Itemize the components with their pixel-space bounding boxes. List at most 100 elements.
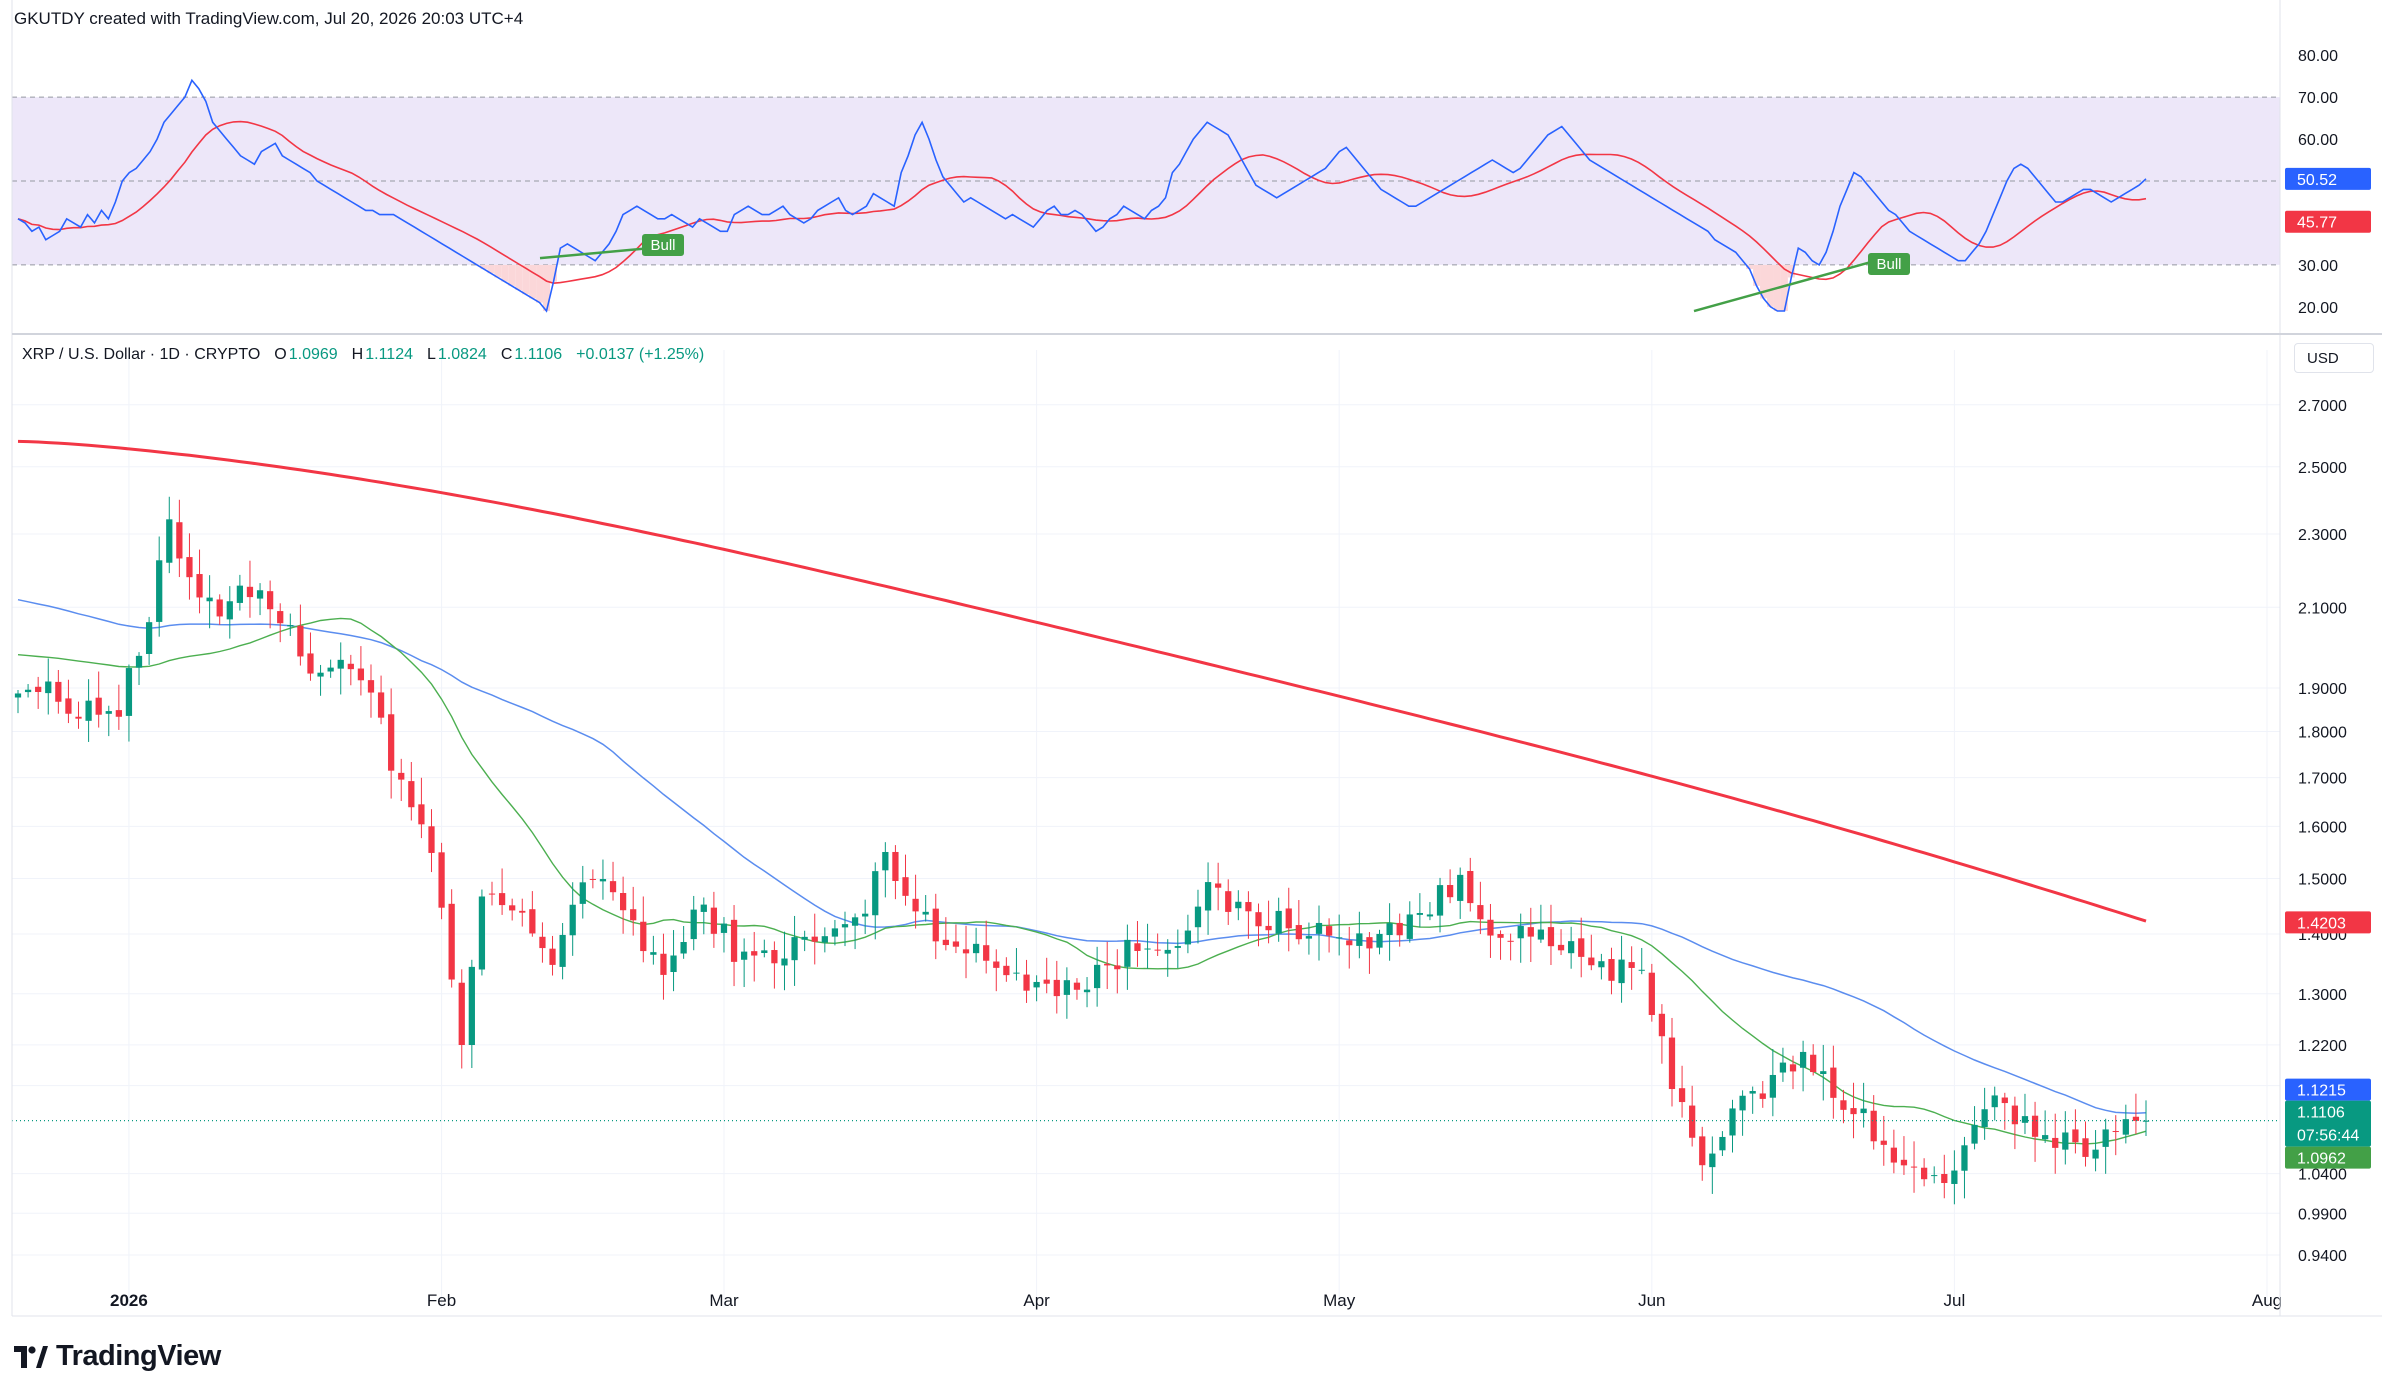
- candle: [892, 845, 899, 900]
- candle: [1678, 1065, 1686, 1118]
- candle: [317, 664, 324, 696]
- candle: [377, 675, 385, 725]
- candle-body: [2092, 1149, 2099, 1159]
- candle-body: [751, 951, 758, 956]
- rsi-line: [17, 78, 2147, 313]
- candle-body: [1023, 974, 1030, 991]
- candle: [942, 917, 949, 951]
- candle-body: [962, 949, 970, 954]
- candle: [2142, 1100, 2150, 1137]
- candle-body: [922, 911, 929, 915]
- candle-body: [135, 655, 143, 668]
- candle-body: [1668, 1037, 1676, 1090]
- candle: [902, 854, 909, 906]
- candle: [1910, 1141, 1918, 1193]
- candle-body: [630, 909, 637, 921]
- candle-body: [1013, 972, 1020, 974]
- candle: [2082, 1121, 2089, 1167]
- candle: [1457, 867, 1464, 919]
- open-label: O: [274, 346, 287, 363]
- candle-body: [357, 668, 365, 681]
- currency-selector[interactable]: USD: [2294, 343, 2374, 373]
- candle-body: [509, 905, 516, 911]
- candle: [398, 758, 405, 801]
- candle: [246, 560, 254, 618]
- candle: [438, 842, 445, 920]
- candle-body: [841, 924, 849, 928]
- rsi-tick-label: 70.00: [2298, 90, 2338, 107]
- candle-body: [1275, 910, 1282, 934]
- candle-body: [85, 700, 92, 721]
- candle-body: [1648, 972, 1655, 1016]
- candle: [1144, 923, 1151, 969]
- candle-body: [2112, 1131, 2119, 1133]
- candle-body: [45, 681, 52, 694]
- tradingview-logo[interactable]: TradingView: [14, 1340, 221, 1373]
- candle: [690, 895, 697, 951]
- candle-body: [761, 950, 768, 954]
- candle: [509, 898, 516, 921]
- candle-body: [700, 904, 707, 912]
- candle: [85, 679, 92, 742]
- candle-body: [206, 597, 213, 602]
- rsi-tick-label: 30.00: [2298, 258, 2338, 275]
- candle-body: [65, 698, 72, 714]
- candle-body: [690, 909, 697, 940]
- candle-body: [1739, 1095, 1746, 1111]
- candle: [2112, 1115, 2119, 1156]
- rsi-tick-label: 20.00: [2298, 300, 2338, 317]
- candle-body: [1598, 961, 1605, 968]
- candle-body: [519, 910, 526, 913]
- candle: [670, 930, 677, 992]
- candle: [1719, 1131, 1726, 1156]
- candle-body: [872, 871, 879, 916]
- rsi-oversold-fill: [550, 264, 557, 282]
- candle-body: [1215, 883, 1222, 888]
- candle: [831, 919, 839, 946]
- candle-body: [1235, 901, 1242, 909]
- candle: [216, 594, 223, 625]
- candle: [1265, 900, 1272, 944]
- candle: [932, 893, 939, 960]
- rsi-ma-last-badge-text: 45.77: [2297, 215, 2337, 232]
- candle: [1406, 901, 1413, 943]
- candle-body: [216, 599, 223, 617]
- candle-body: [599, 879, 607, 882]
- time-tick-label: May: [1323, 1291, 1356, 1310]
- candle-body: [488, 893, 496, 895]
- rsi-oversold-fill: [480, 264, 488, 270]
- candle-body: [1477, 905, 1484, 920]
- candle: [1618, 935, 1625, 1003]
- open-value: 1.0969: [288, 346, 338, 363]
- candle-body: [741, 951, 748, 960]
- candle-body: [115, 710, 122, 717]
- candle-body: [1981, 1109, 1988, 1128]
- candle-body: [256, 590, 264, 599]
- candle: [1537, 904, 1545, 943]
- candle-body: [640, 921, 647, 952]
- rsi-oversold-fill: [536, 264, 544, 303]
- candle: [468, 959, 475, 1069]
- candle: [1648, 963, 1655, 1022]
- candle: [1709, 1136, 1716, 1194]
- candle: [529, 891, 536, 937]
- candle-body: [983, 945, 990, 961]
- candle: [801, 930, 808, 952]
- candle-body: [1840, 1100, 1847, 1110]
- candle: [1658, 1004, 1666, 1064]
- candle-body: [267, 591, 274, 610]
- candle: [650, 935, 657, 965]
- candle: [145, 616, 153, 665]
- candle-body: [2082, 1138, 2089, 1157]
- candle: [277, 603, 284, 643]
- rsi-ma-line: [17, 120, 2147, 285]
- candle-body: [428, 826, 435, 853]
- candle-body: [1134, 943, 1141, 951]
- close-label: C: [500, 346, 513, 363]
- candle: [1467, 857, 1474, 912]
- candle: [730, 905, 738, 987]
- rsi-oversold-fill: [501, 264, 509, 282]
- candle: [549, 935, 556, 976]
- candle: [1315, 905, 1323, 961]
- candle: [337, 642, 344, 695]
